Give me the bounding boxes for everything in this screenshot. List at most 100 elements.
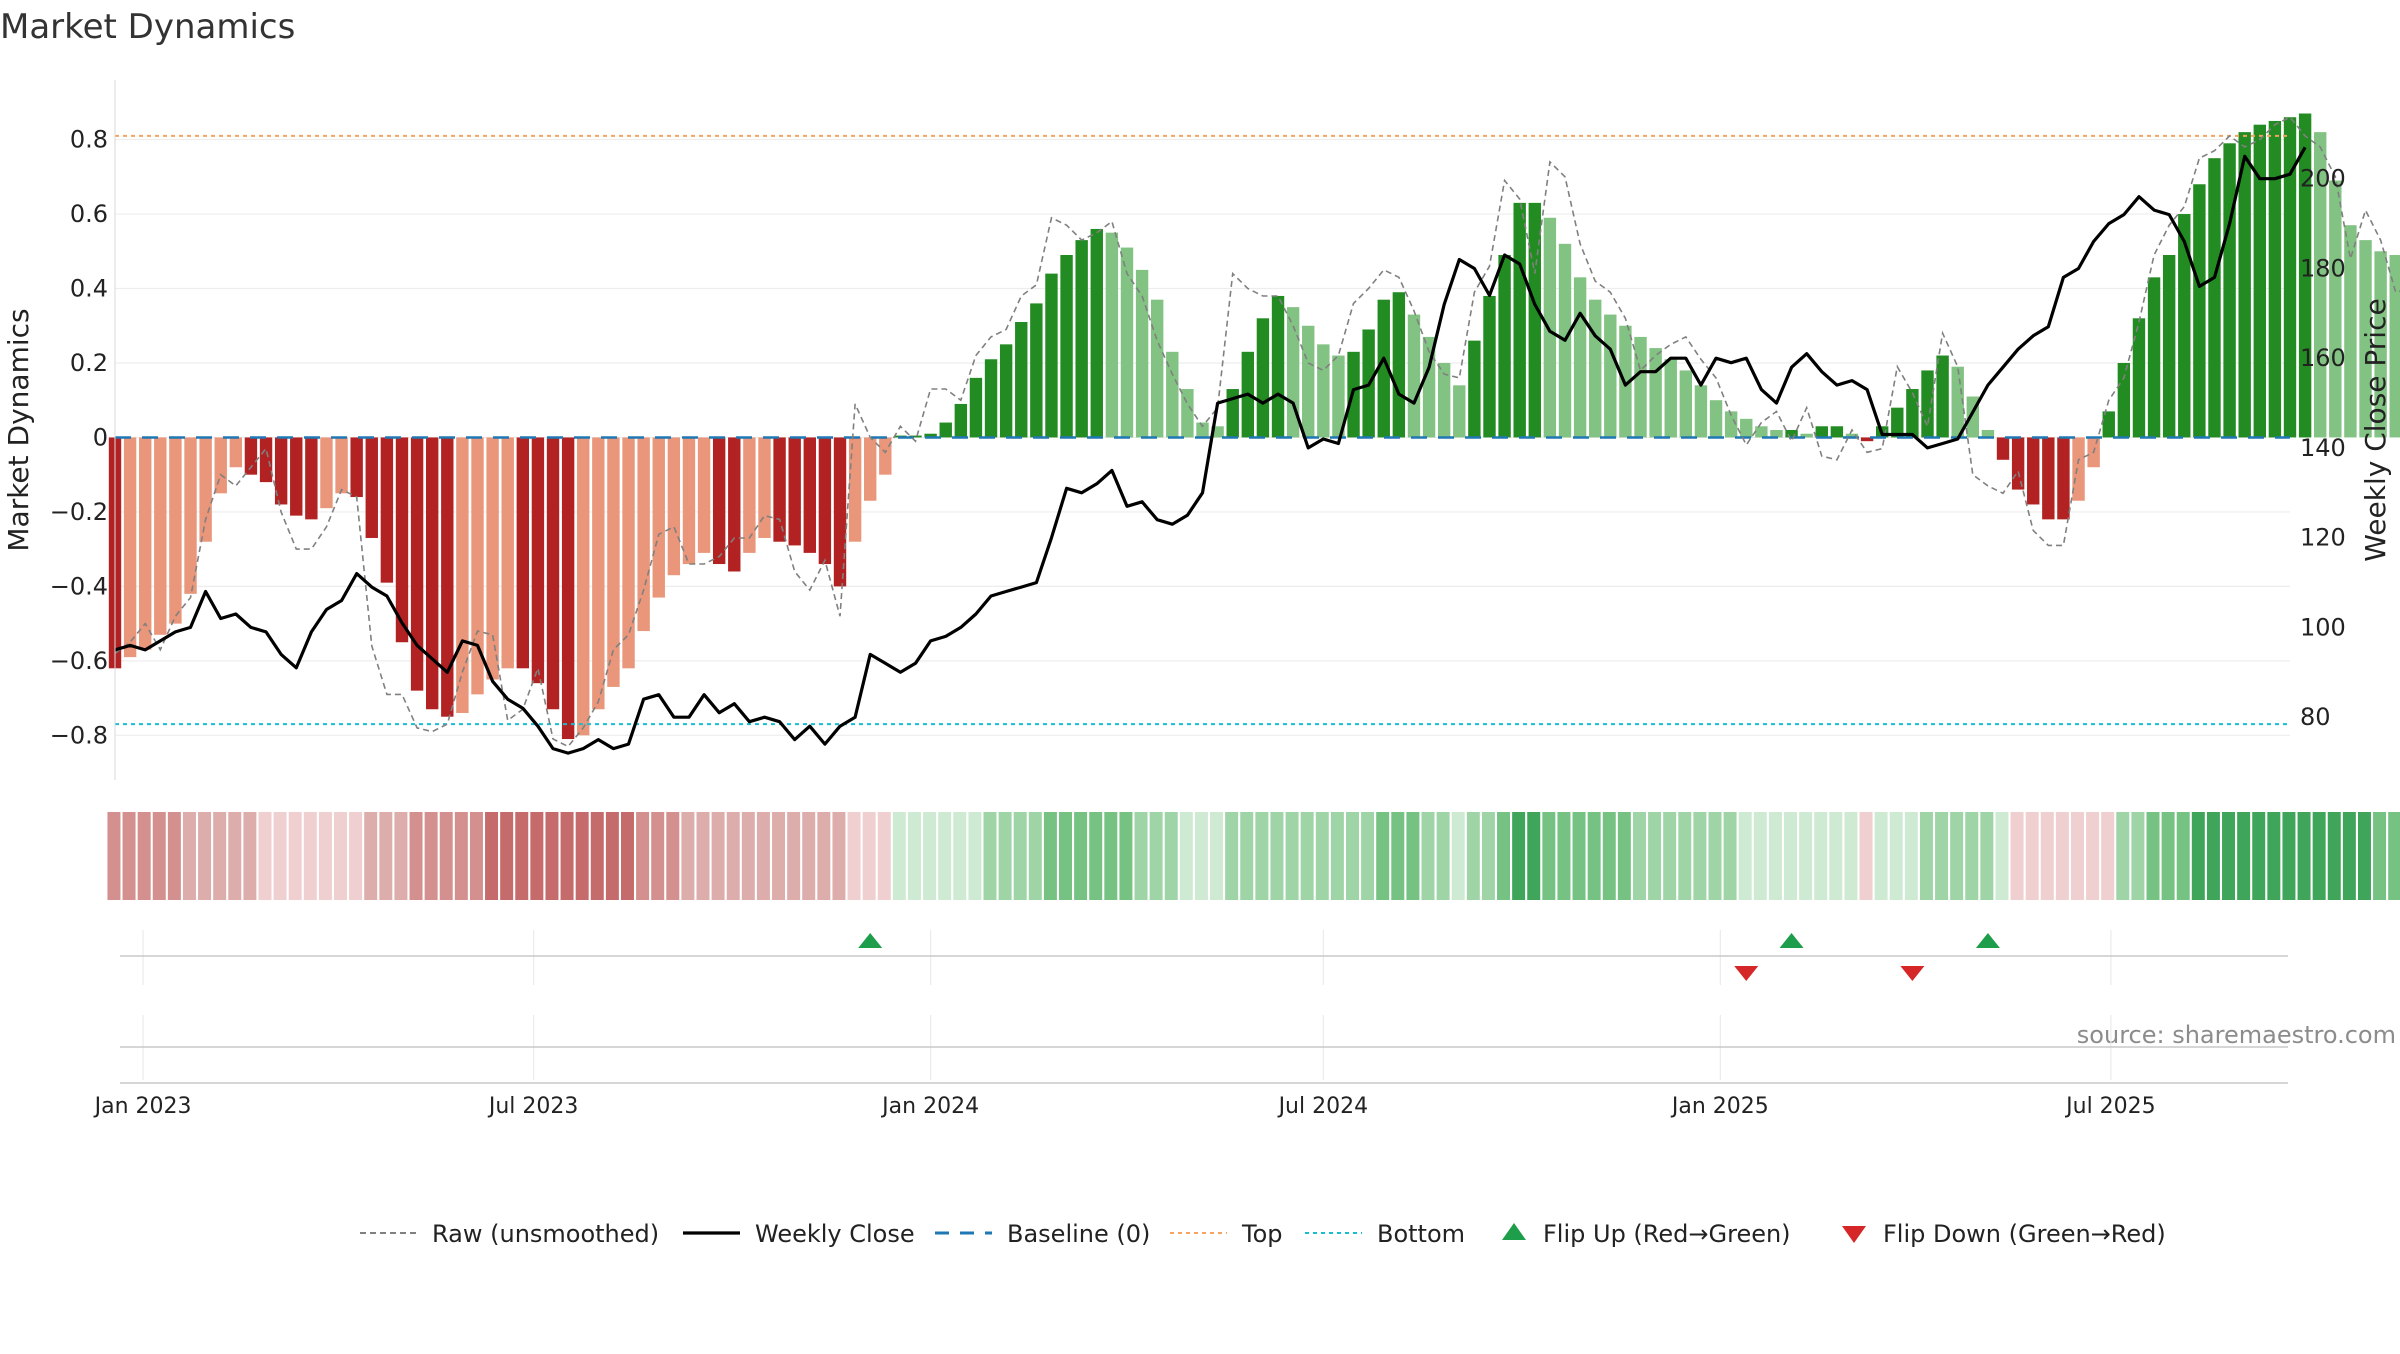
dynamics-bar	[1015, 322, 1028, 438]
regime-cell	[243, 812, 257, 900]
regime-cell	[2131, 812, 2145, 900]
regime-cell	[1814, 812, 1828, 900]
dynamics-bar	[2223, 143, 2236, 438]
regime-cell	[424, 812, 438, 900]
regime-cell	[1164, 812, 1178, 900]
x-tick-label: Jul 2024	[1277, 1094, 1369, 1119]
dynamics-bar	[274, 437, 288, 505]
dynamics-bar	[682, 437, 696, 565]
raw-line	[114, 116, 2400, 748]
dynamics-bar	[1921, 370, 1934, 438]
dynamics-bar	[229, 437, 243, 468]
dynamics-bar	[622, 437, 635, 669]
dynamics-bar	[214, 437, 227, 494]
regime-cell	[394, 812, 408, 900]
dynamics-bar	[592, 437, 605, 710]
regime-cell	[1210, 812, 1224, 900]
regime-cell	[107, 812, 121, 900]
regime-cell	[1345, 812, 1359, 900]
x-tick-label: Jan 2023	[93, 1094, 192, 1119]
dynamics-bar	[1709, 400, 1723, 438]
dynamics-bar	[1407, 314, 1421, 438]
dynamics-bar	[954, 403, 968, 438]
dynamics-bar	[561, 437, 575, 740]
left-tick-label: −0.2	[50, 498, 108, 526]
dynamics-bar	[1740, 418, 1753, 438]
regime-cell	[2025, 812, 2039, 900]
regime-cell	[847, 812, 861, 900]
dynamics-bar	[2359, 240, 2372, 438]
regime-cell	[198, 812, 212, 900]
dynamics-bar	[410, 437, 424, 691]
regime-cell	[590, 812, 604, 900]
left-axis-label: Market Dynamics	[2, 308, 35, 551]
dynamics-bar	[577, 437, 590, 736]
regime-cell	[787, 812, 801, 900]
dynamics-bar	[199, 437, 212, 542]
regime-cell	[2206, 812, 2220, 900]
regime-cell	[1980, 812, 1994, 900]
dynamics-bar	[425, 437, 439, 710]
dynamics-bar	[2389, 255, 2400, 438]
regime-cell	[1059, 812, 1072, 900]
regime-cell	[439, 812, 453, 900]
regime-cell	[1950, 812, 1964, 900]
regime-cell	[636, 812, 650, 900]
chart-title: Market Dynamics	[0, 7, 295, 47]
regime-cell	[1104, 812, 1118, 900]
dynamics-bar	[139, 437, 152, 650]
regime-cell	[167, 812, 181, 900]
dynamics-bar	[969, 377, 983, 438]
dynamics-bar	[818, 437, 832, 565]
regime-cell	[1330, 812, 1344, 900]
regime-cell	[1406, 812, 1420, 900]
left-tick-label: 0.4	[70, 275, 108, 303]
regime-cell	[1965, 812, 1979, 900]
dynamics-bar	[743, 437, 756, 553]
regime-cell	[696, 812, 710, 900]
regime-cell	[1179, 812, 1193, 900]
dynamics-bar	[2208, 158, 2221, 438]
regime-cell	[726, 812, 740, 900]
dynamics-bar	[2178, 214, 2191, 438]
dynamics-bar	[1302, 325, 1315, 438]
dynamics-bar	[290, 437, 303, 516]
legend-label: Bottom	[1377, 1220, 1465, 1248]
dynamics-bar	[1135, 269, 1149, 438]
dynamics-bar	[123, 437, 137, 658]
dynamics-bar	[1060, 255, 1073, 438]
dynamics-bar	[1468, 340, 1481, 438]
dynamics-bar	[2238, 132, 2251, 438]
regime-cell	[1874, 812, 1888, 900]
regime-cell	[1013, 812, 1027, 900]
dynamics-bar	[758, 437, 771, 538]
dynamics-bar	[1317, 344, 1330, 438]
weekly-close-line	[114, 146, 2307, 755]
regime-cell	[288, 812, 302, 900]
regime-cell	[515, 812, 529, 900]
dynamics-bar	[1694, 385, 1708, 438]
dynamics-bar	[728, 437, 741, 572]
dynamics-bar	[1543, 217, 1557, 438]
dynamics-bar	[1845, 433, 1859, 438]
regime-cell	[938, 812, 952, 900]
regime-cell	[1361, 812, 1375, 900]
regime-cell	[1512, 812, 1526, 900]
regime-cell	[1240, 812, 1254, 900]
regime-cell	[681, 812, 695, 900]
right-tick-label: 100	[2300, 613, 2346, 641]
dynamics-bar	[2132, 318, 2146, 438]
dynamics-bar	[984, 359, 998, 438]
regime-cell	[1119, 812, 1133, 900]
regime-cell	[1436, 812, 1450, 900]
right-tick-label: 160	[2300, 344, 2346, 372]
dynamics-bar	[395, 437, 409, 643]
dynamics-bar	[1196, 422, 1209, 438]
x-tick-label: Jan 2025	[1670, 1094, 1769, 1119]
regime-cell	[334, 812, 347, 900]
dynamics-bar	[1528, 202, 1541, 438]
regime-cell	[1904, 812, 1918, 900]
legend-label: Weekly Close	[755, 1220, 915, 1248]
dynamics-bar	[1770, 430, 1783, 438]
dynamics-bar	[1256, 318, 1270, 438]
